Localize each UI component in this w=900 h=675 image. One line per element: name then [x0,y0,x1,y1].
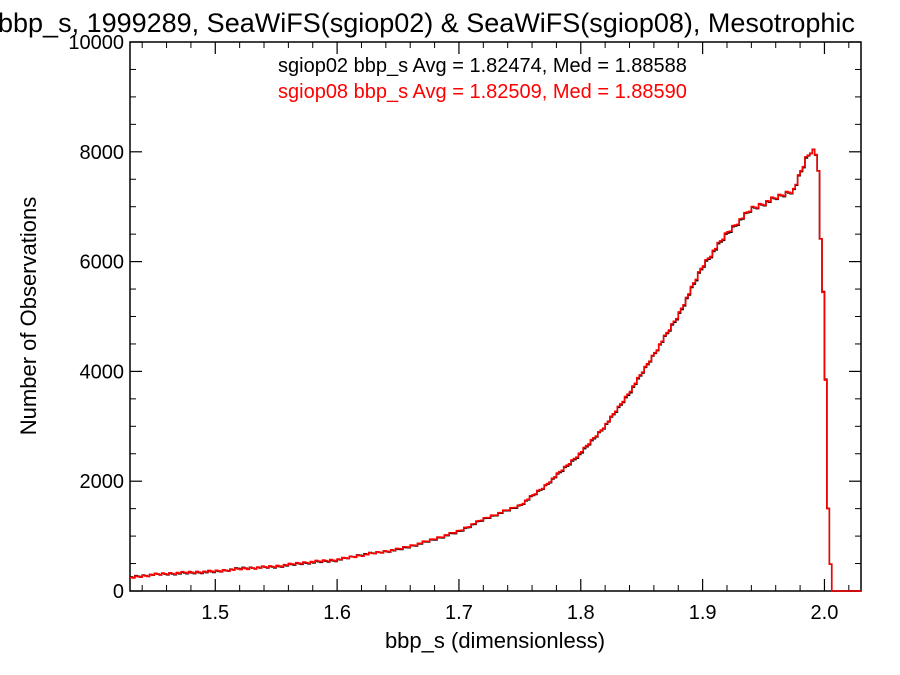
axis-ticks [130,41,861,592]
series-lines [130,148,861,592]
series-line-sgiop02 [130,148,861,592]
y-tick-label: 4000 [80,361,125,383]
chart-title: bbp_s, 1999289, SeaWiFS(sgiop02) & SeaWi… [0,8,855,38]
y-tick-label: 8000 [80,142,125,164]
x-tick-labels: 1.5 1.6 1.7 1.8 1.9 2.0 [201,602,838,624]
x-axis-label: bbp_s (dimensionless) [385,628,605,653]
y-tick-label: 2000 [80,471,125,493]
x-tick-label: 1.8 [567,602,595,624]
legend-sgiop08: sgiop08 bbp_s Avg = 1.82509, Med = 1.885… [278,81,687,103]
series-line-sgiop08 [130,148,861,592]
y-tick-labels: 0 2000 4000 6000 8000 10000 [68,32,124,603]
x-tick-label: 2.0 [811,602,839,624]
legend-sgiop02: sgiop02 bbp_s Avg = 1.82474, Med = 1.885… [278,55,687,77]
x-tick-label: 1.7 [445,602,473,624]
y-axis-label: Number of Observations [16,197,41,435]
y-tick-label: 6000 [80,252,125,274]
y-tick-label: 10000 [68,32,124,54]
y-tick-label: 0 [113,581,124,603]
x-tick-label: 1.6 [323,602,351,624]
x-tick-label: 1.5 [201,602,229,624]
plot-frame [129,41,862,592]
x-tick-label: 1.9 [689,602,717,624]
